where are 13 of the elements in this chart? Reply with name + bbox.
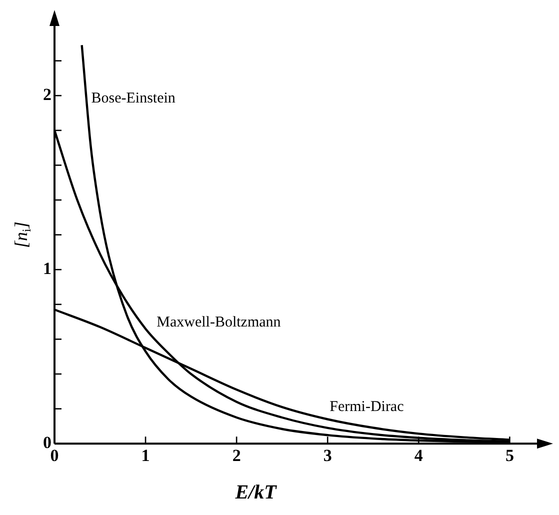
x-tick-label: 5 <box>505 446 514 466</box>
x-tick-label: 3 <box>323 446 332 466</box>
series-label: Maxwell-Boltzmann <box>156 314 282 331</box>
x-axis-title: E/kT <box>234 482 278 504</box>
x-tick-label: 2 <box>232 446 241 466</box>
x-tick-label: 1 <box>141 446 150 466</box>
y-axis-title: [ni] <box>11 222 34 248</box>
series-label: Fermi-Dirac <box>330 399 404 416</box>
y-tick-label: 0 <box>43 432 52 452</box>
x-tick-label: 4 <box>414 446 424 466</box>
series-label: Bose-Einstein <box>91 90 176 107</box>
y-tick-label: 2 <box>43 84 52 104</box>
y-tick-label: 1 <box>43 258 52 278</box>
